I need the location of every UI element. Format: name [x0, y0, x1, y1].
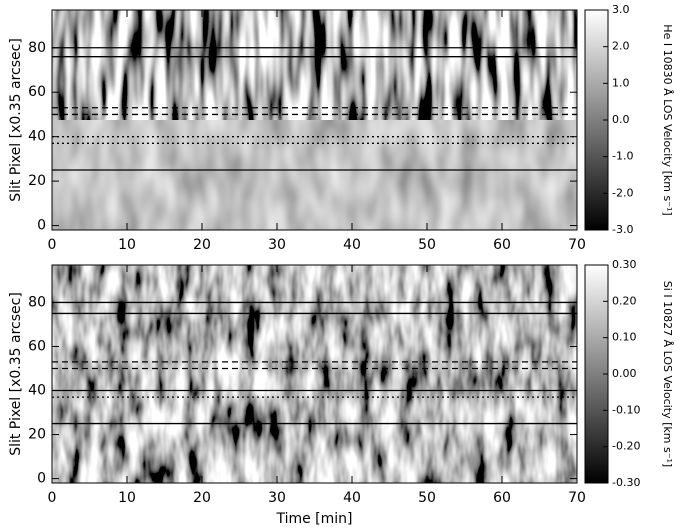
colorbar-tick-label: 3.0 — [612, 3, 630, 16]
y-tick-label: 80 — [28, 294, 46, 310]
x-tick-label: 70 — [568, 237, 586, 253]
x-tick-label: 60 — [493, 237, 511, 253]
y-tick-label: 60 — [28, 84, 46, 100]
colorbar-tick-label: -2.0 — [612, 186, 633, 199]
colorbar-tick-label: 0.20 — [612, 294, 637, 307]
x-tick-label: 10 — [118, 490, 136, 506]
colorbar-label: He I 10830 Å LOS Velocity [km s⁻¹] — [661, 24, 674, 215]
y-axis-label: Slit Pixel [x0.35 arcsec] — [8, 38, 24, 202]
colorbar-label: Si I 10827 Å LOS Velocity [km s⁻¹] — [661, 281, 674, 467]
texture — [52, 265, 577, 483]
texture — [52, 120, 577, 230]
x-tick-label: 0 — [48, 490, 57, 506]
y-axis-label: Slit Pixel [x0.35 arcsec] — [8, 292, 24, 456]
y-tick-label: 20 — [28, 173, 46, 189]
x-tick-label: 60 — [493, 490, 511, 506]
y-tick-label: 40 — [28, 129, 46, 145]
colorbar-tick-label: -0.30 — [612, 476, 640, 489]
colorbar-tick-label: -3.0 — [612, 223, 633, 236]
colorbar-tick-label: 0.00 — [612, 367, 637, 380]
y-tick-label: 80 — [28, 40, 46, 56]
plot-frame — [51, 264, 578, 484]
x-tick-label: 0 — [48, 237, 57, 253]
y-tick-label: 0 — [37, 471, 46, 487]
colorbar-tick-label: -0.10 — [612, 403, 640, 416]
y-tick-label: 0 — [37, 218, 46, 234]
colorbar-tick-label: 0.0 — [612, 113, 630, 126]
x-tick-label: 20 — [193, 237, 211, 253]
colorbar-tick-label: -0.20 — [612, 440, 640, 453]
x-tick-label: 40 — [343, 490, 361, 506]
x-axis-label: Time [min] — [275, 511, 352, 527]
colorbar-tick-label: 2.0 — [612, 40, 630, 53]
colorbar-tick-label: 0.30 — [612, 258, 637, 271]
colorbar-tick-label: -1.0 — [612, 150, 633, 163]
x-tick-label: 70 — [568, 490, 586, 506]
colorbar-tick-label: 0.10 — [612, 331, 637, 344]
colorbar-tick-label: 1.0 — [612, 76, 630, 89]
texture — [52, 10, 577, 120]
y-tick-label: 60 — [28, 338, 46, 354]
x-tick-label: 30 — [268, 237, 286, 253]
x-tick-label: 30 — [268, 490, 286, 506]
x-tick-label: 20 — [193, 490, 211, 506]
x-tick-label: 40 — [343, 237, 361, 253]
x-tick-label: 50 — [418, 490, 436, 506]
x-tick-label: 10 — [118, 237, 136, 253]
x-tick-label: 50 — [418, 237, 436, 253]
y-tick-label: 40 — [28, 383, 46, 399]
plot-frame — [51, 9, 578, 231]
y-tick-label: 20 — [28, 427, 46, 443]
